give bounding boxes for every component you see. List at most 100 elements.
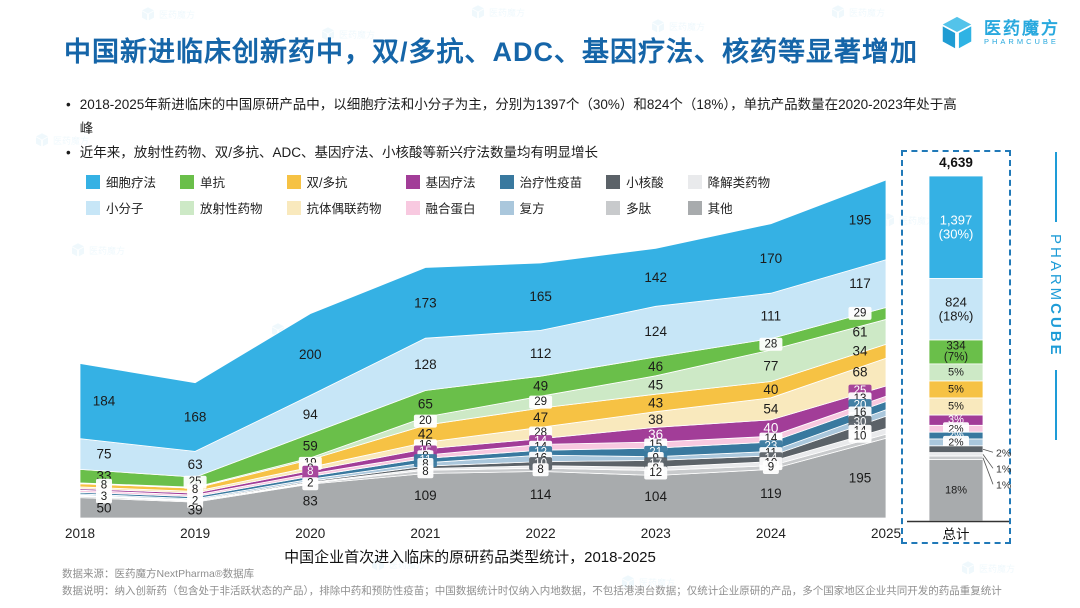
legend-label: 单抗 bbox=[200, 176, 226, 190]
band-label: 46 bbox=[648, 359, 663, 374]
total-bar-panel: 1,397 (30%) 824 (18%) 334 (7%) 5% 5% 5% 3% 2% 2% 2% 1… bbox=[901, 150, 1011, 544]
band-label: 111 bbox=[761, 308, 782, 323]
band-label-box bbox=[644, 466, 668, 480]
stacked-area-chart: 184 168 200 173 165 142 170 195 75 63 94 128 112 124 1… bbox=[58, 150, 908, 545]
total-segment-0 bbox=[928, 175, 984, 279]
legend-item-8: 治疗性疫苗 bbox=[499, 172, 582, 191]
legend-label: 小分子 bbox=[106, 202, 144, 216]
band-label: 12 bbox=[649, 467, 662, 479]
band-label: 65 bbox=[418, 396, 433, 411]
watermark-logo: 医药魔方 bbox=[470, 4, 525, 20]
band-label-box bbox=[762, 461, 779, 474]
band-label: 61 bbox=[852, 324, 867, 339]
band-label-box bbox=[529, 395, 553, 409]
page-title: 中国新进临床创新药中，双/多抗、ADC、基因疗法、核药等显著增加 bbox=[64, 37, 918, 67]
band-label: 2 bbox=[307, 478, 313, 490]
vertical-brand-mark: PHARMCUBE bbox=[1047, 152, 1064, 440]
legend-label: 小核酸 bbox=[626, 176, 664, 190]
band-label: 47 bbox=[533, 410, 548, 425]
band-label: 8 bbox=[537, 464, 543, 476]
band-label: 38 bbox=[648, 412, 663, 427]
legend-swatch bbox=[180, 174, 195, 189]
total-leader-label: 2% bbox=[996, 447, 1011, 459]
band-label: 170 bbox=[760, 251, 783, 266]
total-segment-11 bbox=[928, 452, 984, 457]
total-segment-label: 2% bbox=[948, 436, 963, 448]
x-tick-label: 2018 bbox=[65, 526, 95, 541]
band-label: 128 bbox=[414, 357, 437, 372]
bullet-1-text: 2018-2025年新进临床的中国原研产品中，以细胞疗法和小分子为主，分别为13… bbox=[79, 97, 957, 136]
legend-swatch bbox=[86, 174, 100, 189]
total-axis-label: 总计 bbox=[943, 527, 970, 542]
legend-label: 多肽 bbox=[626, 202, 652, 216]
band-label: 114 bbox=[530, 487, 552, 502]
total-segment-label: 5% bbox=[948, 366, 964, 378]
watermark-cube-icon bbox=[832, 5, 844, 19]
band-label: 36 bbox=[648, 427, 663, 442]
logo-text: 医药魔方 PHARMCUBE bbox=[984, 18, 1060, 47]
band-label: 119 bbox=[760, 486, 782, 501]
watermark-text: 医药魔方 bbox=[489, 7, 526, 18]
legend-swatch bbox=[606, 200, 621, 215]
band-label: 68 bbox=[852, 365, 867, 380]
area-band-0 bbox=[79, 179, 887, 452]
legend-swatch bbox=[180, 200, 195, 215]
x-tick-label: 2021 bbox=[410, 526, 440, 541]
band-label-box bbox=[848, 429, 872, 443]
legend-item-11: 降解类药物 bbox=[687, 172, 770, 191]
legend-label: 抗体偶联药物 bbox=[306, 202, 382, 216]
total-segment-label: 334 bbox=[946, 340, 966, 352]
legend-item-0: 细胞疗法 bbox=[86, 172, 156, 191]
legend-item-12: 多肽 bbox=[606, 198, 664, 217]
band-label: 45 bbox=[648, 378, 663, 393]
band-label: 50 bbox=[96, 500, 111, 515]
band-label: 40 bbox=[763, 421, 778, 436]
band-label-box bbox=[759, 337, 783, 351]
total-segment-label: 18% bbox=[945, 484, 967, 496]
band-label: 173 bbox=[414, 295, 437, 310]
band-label: 34 bbox=[852, 344, 868, 359]
total-leader-label: 1% bbox=[996, 479, 1011, 491]
legend-swatch bbox=[405, 174, 420, 189]
legend-swatch bbox=[286, 200, 301, 215]
logo-name: 医药魔方 bbox=[984, 18, 1060, 38]
legend-swatch bbox=[606, 174, 621, 189]
band-label: 59 bbox=[303, 438, 318, 453]
total-segment-1 bbox=[928, 278, 984, 341]
band-label: 124 bbox=[644, 324, 667, 339]
band-label: 83 bbox=[303, 494, 318, 509]
band-label-box bbox=[302, 477, 319, 491]
total-segment-label: 1,397 bbox=[940, 213, 973, 228]
band-label-box bbox=[302, 465, 319, 479]
band-label: 39 bbox=[188, 503, 203, 518]
legend-label: 复方 bbox=[519, 202, 545, 216]
band-label-box bbox=[96, 478, 112, 492]
band-label-box bbox=[187, 495, 204, 509]
total-segment-label: (30%) bbox=[939, 227, 974, 242]
x-tick-label: 2024 bbox=[756, 526, 787, 541]
band-label: 195 bbox=[849, 212, 872, 227]
brand-line-bottom bbox=[1054, 369, 1057, 440]
band-label: 8 bbox=[192, 484, 198, 496]
band-label-box bbox=[413, 414, 437, 428]
bullet-1: • 2018-2025年新进临床的中国原研产品中，以细胞疗法和小分子为主，分别为… bbox=[66, 93, 966, 141]
watermark-cube-icon bbox=[36, 133, 48, 147]
x-tick-label: 2022 bbox=[526, 526, 556, 541]
band-label: 8 bbox=[422, 466, 428, 478]
band-label: 142 bbox=[644, 270, 667, 285]
band-label: 165 bbox=[529, 289, 552, 304]
watermark-logo: 医药魔方 bbox=[830, 4, 885, 20]
legend-item-9: 复方 bbox=[499, 198, 583, 217]
x-tick-label: 2023 bbox=[641, 526, 671, 541]
legend: 细胞疗法 单抗 双/多抗 基因疗法 治疗性疫苗 小核酸 降解类药物 小分子 放射性药物 抗体偶联药… bbox=[86, 172, 770, 217]
band-label-box bbox=[96, 490, 112, 504]
band-label: 63 bbox=[188, 457, 203, 472]
legend-swatch bbox=[405, 200, 420, 215]
band-label: 49 bbox=[533, 379, 548, 394]
legend-item-6: 基因疗法 bbox=[405, 172, 476, 191]
legend-item-3: 放射性药物 bbox=[180, 198, 263, 217]
band-label: 200 bbox=[299, 347, 322, 362]
band-label: 117 bbox=[849, 276, 871, 291]
total-segment-label: (7%) bbox=[944, 351, 968, 363]
total-segment-13 bbox=[928, 459, 984, 522]
